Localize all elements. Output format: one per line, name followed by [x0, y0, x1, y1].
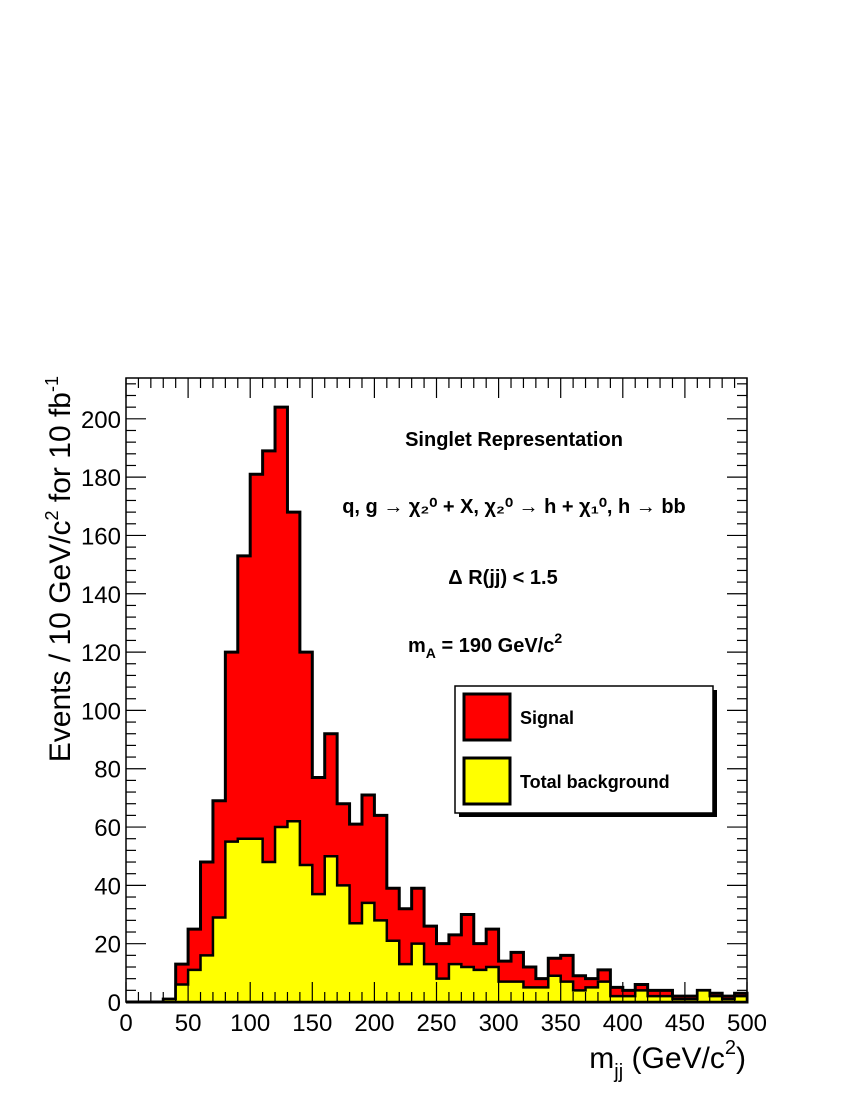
legend-label-background: Total background	[520, 772, 670, 792]
x-axis-title-unit: (GeV/c	[623, 1042, 725, 1075]
y-tick-label: 100	[81, 698, 121, 725]
process-annotation: q, g → χ₂⁰ + X, χ₂⁰ → h + χ₁⁰, h → bb	[342, 496, 686, 518]
chart-title: Singlet Representation	[405, 429, 623, 451]
x-tick-label: 50	[175, 1010, 202, 1037]
cut-annotation: Δ R(jj) < 1.5	[448, 567, 557, 589]
x-tick-label: 300	[479, 1010, 519, 1037]
legend: Signal Total background	[454, 685, 717, 817]
y-tick-label: 0	[108, 990, 121, 1017]
x-axis-title-close: )	[736, 1042, 746, 1075]
y-axis-title: Events / 10 GeV/c2 for 10 fb-1	[42, 376, 77, 762]
x-axis-title-sub: jj	[613, 1061, 623, 1083]
x-tick-label: 0	[119, 1010, 132, 1037]
x-axis-title: mjj (GeV/c2)	[589, 1037, 746, 1083]
legend-swatch-background	[462, 756, 512, 806]
y-axis-title-main: Events / 10 GeV/c	[44, 520, 77, 762]
x-tick-label: 250	[416, 1010, 456, 1037]
y-tick-label: 80	[94, 757, 121, 784]
mass-annotation-sup: 2	[554, 630, 562, 646]
x-tick-label: 350	[541, 1010, 581, 1037]
x-axis-title-main: m	[589, 1042, 614, 1075]
x-tick-label: 100	[230, 1010, 270, 1037]
x-tick-label: 400	[603, 1010, 643, 1037]
x-tick-label: 150	[292, 1010, 332, 1037]
x-axis-title-sup: 2	[725, 1037, 736, 1059]
mass-annotation-sub: A	[426, 645, 436, 661]
y-tick-label: 60	[94, 815, 121, 842]
y-axis-title-sup2: -1	[42, 376, 62, 392]
mass-annotation-value: = 190 GeV/c	[436, 635, 554, 657]
mass-annotation-main: m	[408, 635, 426, 657]
y-tick-label: 180	[81, 465, 121, 492]
y-tick-label: 200	[81, 407, 121, 434]
y-tick-label: 20	[94, 932, 121, 959]
x-tick-label: 500	[727, 1010, 767, 1037]
y-tick-label: 160	[81, 523, 121, 550]
y-axis-title-sup1: 2	[42, 510, 62, 520]
legend-swatch-signal	[462, 692, 512, 742]
legend-label-signal: Signal	[520, 708, 574, 728]
y-tick-label: 40	[94, 873, 121, 900]
x-tick-label: 450	[665, 1010, 705, 1037]
x-tick-label: 200	[354, 1010, 394, 1037]
mass-annotation: mA = 190 GeV/c2	[408, 630, 562, 661]
y-tick-label: 120	[81, 640, 121, 667]
y-tick-label: 140	[81, 582, 121, 609]
y-axis-title-mid: for 10 fb	[44, 392, 77, 510]
